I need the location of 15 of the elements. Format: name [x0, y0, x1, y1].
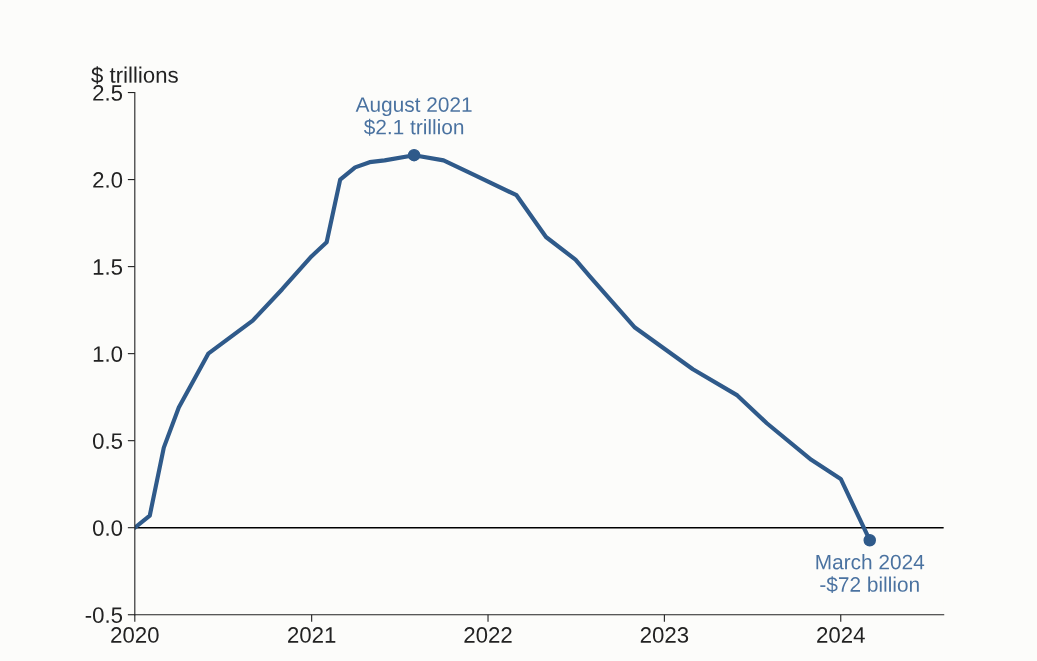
y-tick-label: 1.0	[93, 346, 123, 362]
y-tick-label: 1.5	[93, 259, 123, 275]
y-tick-label: 0.5	[92, 433, 123, 449]
x-tick-label: 2023	[640, 627, 689, 643]
x-tick-label: 2020	[111, 627, 159, 643]
y-tick-label: 2.0	[93, 172, 123, 188]
y-tick-label: 2.5	[93, 85, 123, 101]
x-tick-label: 2021	[288, 627, 336, 643]
x-tick-label: 2024	[817, 627, 865, 643]
annotation: August 2021 $2.1 trillion	[355, 97, 472, 136]
annotation: March 2024 -$72 billion	[816, 554, 925, 594]
x-tick-label: 2022	[464, 627, 512, 643]
y-tick-label: -0.5	[85, 607, 123, 623]
y-axis-title: $ trillions	[91, 66, 178, 85]
y-tick-label: 0.0	[92, 520, 123, 536]
